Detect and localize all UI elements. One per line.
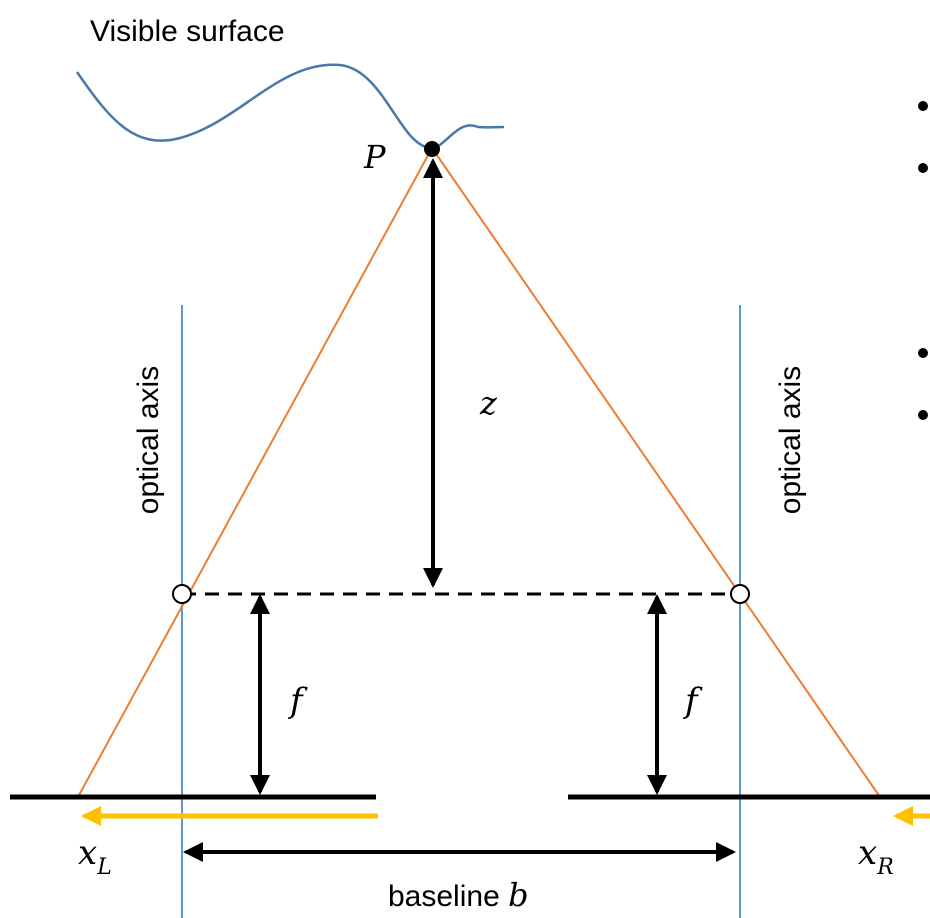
focal-label-left: f [287,681,308,721]
camera-center-right [730,584,750,604]
camera-center-left [172,584,192,604]
xr-label-main: x [858,833,877,873]
surface-curve [75,63,505,150]
bullet-icon [918,410,928,420]
xr-label-sub: R [876,855,894,880]
baseline-label: baseline b [388,876,529,914]
bullet-icon [918,101,928,111]
optical-axis-label-left: optical axis [132,366,165,514]
sight-ray-right [431,147,881,798]
bullet-icon [918,163,928,173]
optical-axis-label-right: optical axis [774,366,807,514]
bullet-icon [918,348,928,358]
focal-label-right: f [682,681,703,721]
point-label: P [363,138,386,176]
baseline-label-var: b [508,876,528,914]
sight-ray-left [77,147,433,798]
baseline-label-text: baseline [388,880,508,913]
surface-label: Visible surface [90,15,285,48]
xl-label-main: x [78,833,97,873]
depth-label: z [479,384,498,422]
xl-label-sub: L [96,855,112,880]
point-p-marker [424,141,440,157]
xl-label: xL [78,833,112,880]
xr-label: xR [858,833,894,880]
